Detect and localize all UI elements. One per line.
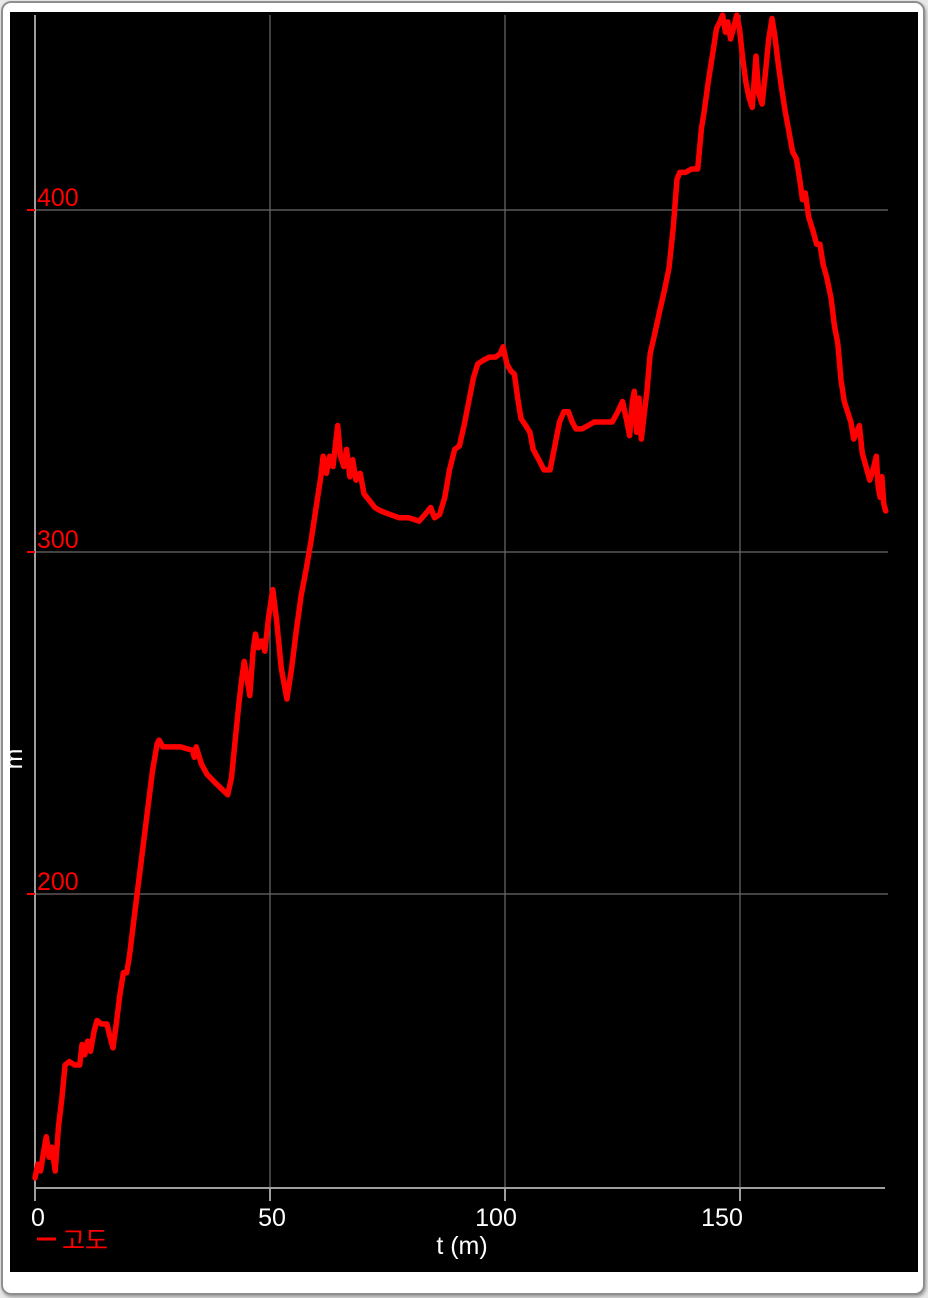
x-tick-label-150: 150 — [701, 1204, 743, 1232]
chart-canvas: 400 300 200 0 50 100 150 m t (m) 고도 — [0, 12, 889, 1260]
x-tick-label-0: 0 — [31, 1204, 45, 1232]
legend-label: 고도 — [62, 1227, 108, 1255]
x-tick-marks — [34, 1188, 741, 1201]
y-axis-title: m — [10, 749, 28, 770]
y-tick-label-300: 300 — [37, 526, 79, 554]
x-axis-title: t (m) — [436, 1232, 487, 1260]
elevation-line — [32, 12, 889, 1181]
gridlines — [35, 15, 888, 1188]
axes — [34, 15, 885, 1189]
elevation-chart[interactable]: 400 300 200 0 50 100 150 m t (m) 고도 — [0, 12, 918, 1272]
legend: 고도 — [37, 1227, 108, 1255]
y-tick-label-200: 200 — [37, 868, 79, 896]
y-tick-label-400: 400 — [37, 184, 79, 212]
x-tick-label-100: 100 — [475, 1204, 517, 1232]
y-tick-marks — [27, 209, 35, 895]
x-tick-label-50: 50 — [258, 1204, 286, 1232]
